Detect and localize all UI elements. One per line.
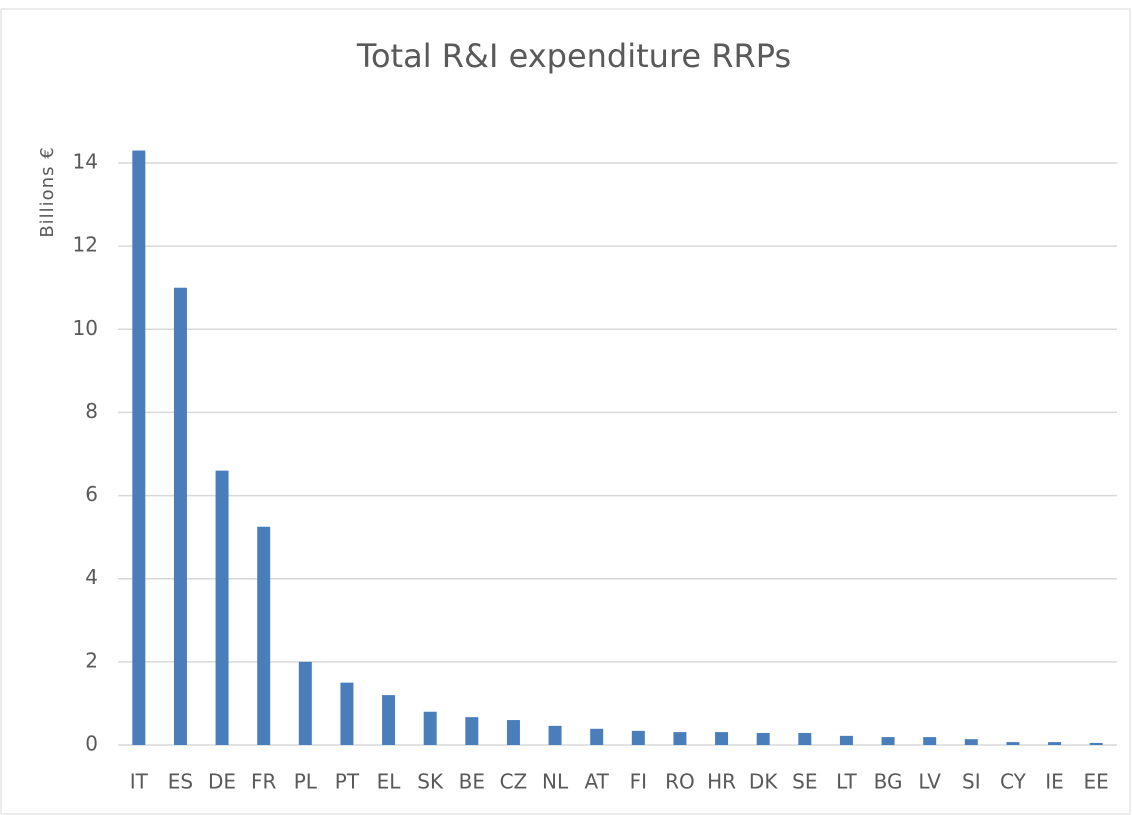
- x-tick-label: LV: [918, 770, 941, 794]
- x-tick-label: SE: [792, 770, 817, 794]
- y-tick-label: 4: [85, 565, 98, 589]
- x-tick-label: DK: [749, 770, 778, 794]
- bar: [715, 732, 729, 745]
- bar: [798, 732, 812, 745]
- x-tick-label: BE: [459, 770, 485, 794]
- x-tick-label: FI: [630, 770, 647, 794]
- bar: [382, 695, 396, 745]
- x-tick-label: HR: [707, 770, 736, 794]
- bar: [839, 735, 853, 745]
- bar: [1089, 742, 1103, 745]
- x-tick-label: EL: [377, 770, 402, 794]
- x-tick-label: PT: [335, 770, 360, 794]
- x-tick-label: NL: [542, 770, 569, 794]
- x-tick-label: BG: [874, 770, 903, 794]
- bar: [132, 150, 146, 745]
- y-axis-title: Billions €: [37, 146, 58, 237]
- bar: [173, 287, 187, 745]
- x-tick-label: RO: [665, 770, 695, 794]
- y-tick-label: 0: [85, 732, 98, 756]
- chart-border: [0, 8, 1131, 815]
- bar: [506, 720, 520, 745]
- bar: [215, 470, 229, 745]
- bar: [631, 730, 645, 745]
- x-tick-label: CZ: [500, 770, 528, 794]
- x-tick-label: ES: [168, 770, 193, 794]
- x-tick-label: IE: [1045, 770, 1064, 794]
- bar: [590, 728, 604, 745]
- y-tick-label: 10: [73, 316, 98, 340]
- x-tick-label: PL: [294, 770, 318, 794]
- x-tick-label: FR: [251, 770, 277, 794]
- bar: [257, 526, 271, 745]
- bar: [923, 737, 937, 745]
- bar: [881, 737, 895, 745]
- bar: [964, 739, 978, 745]
- bar: [673, 732, 687, 745]
- bar: [756, 732, 770, 745]
- x-tick-label: SI: [962, 770, 981, 794]
- y-tick-label: 6: [85, 482, 98, 506]
- bar: [548, 725, 562, 745]
- x-tick-label: IT: [130, 770, 149, 794]
- y-tick-label: 8: [85, 399, 98, 423]
- x-tick-label: LT: [836, 770, 857, 794]
- bar: [298, 661, 312, 745]
- y-tick-label: 14: [73, 150, 98, 174]
- x-tick-label: AT: [585, 770, 610, 794]
- x-tick-label: DE: [208, 770, 236, 794]
- x-tick-label: EE: [1084, 770, 1109, 794]
- x-tick-label: SK: [417, 770, 444, 794]
- y-tick-label: 12: [73, 233, 98, 257]
- bar: [1006, 742, 1020, 745]
- chart-title: Total R&I expenditure RRPs: [356, 37, 791, 75]
- x-tick-label: CY: [1000, 770, 1027, 794]
- bar: [423, 711, 437, 745]
- y-tick-label: 2: [85, 648, 98, 672]
- bar: [1048, 742, 1062, 745]
- bar: [340, 682, 354, 745]
- bar: [465, 717, 479, 745]
